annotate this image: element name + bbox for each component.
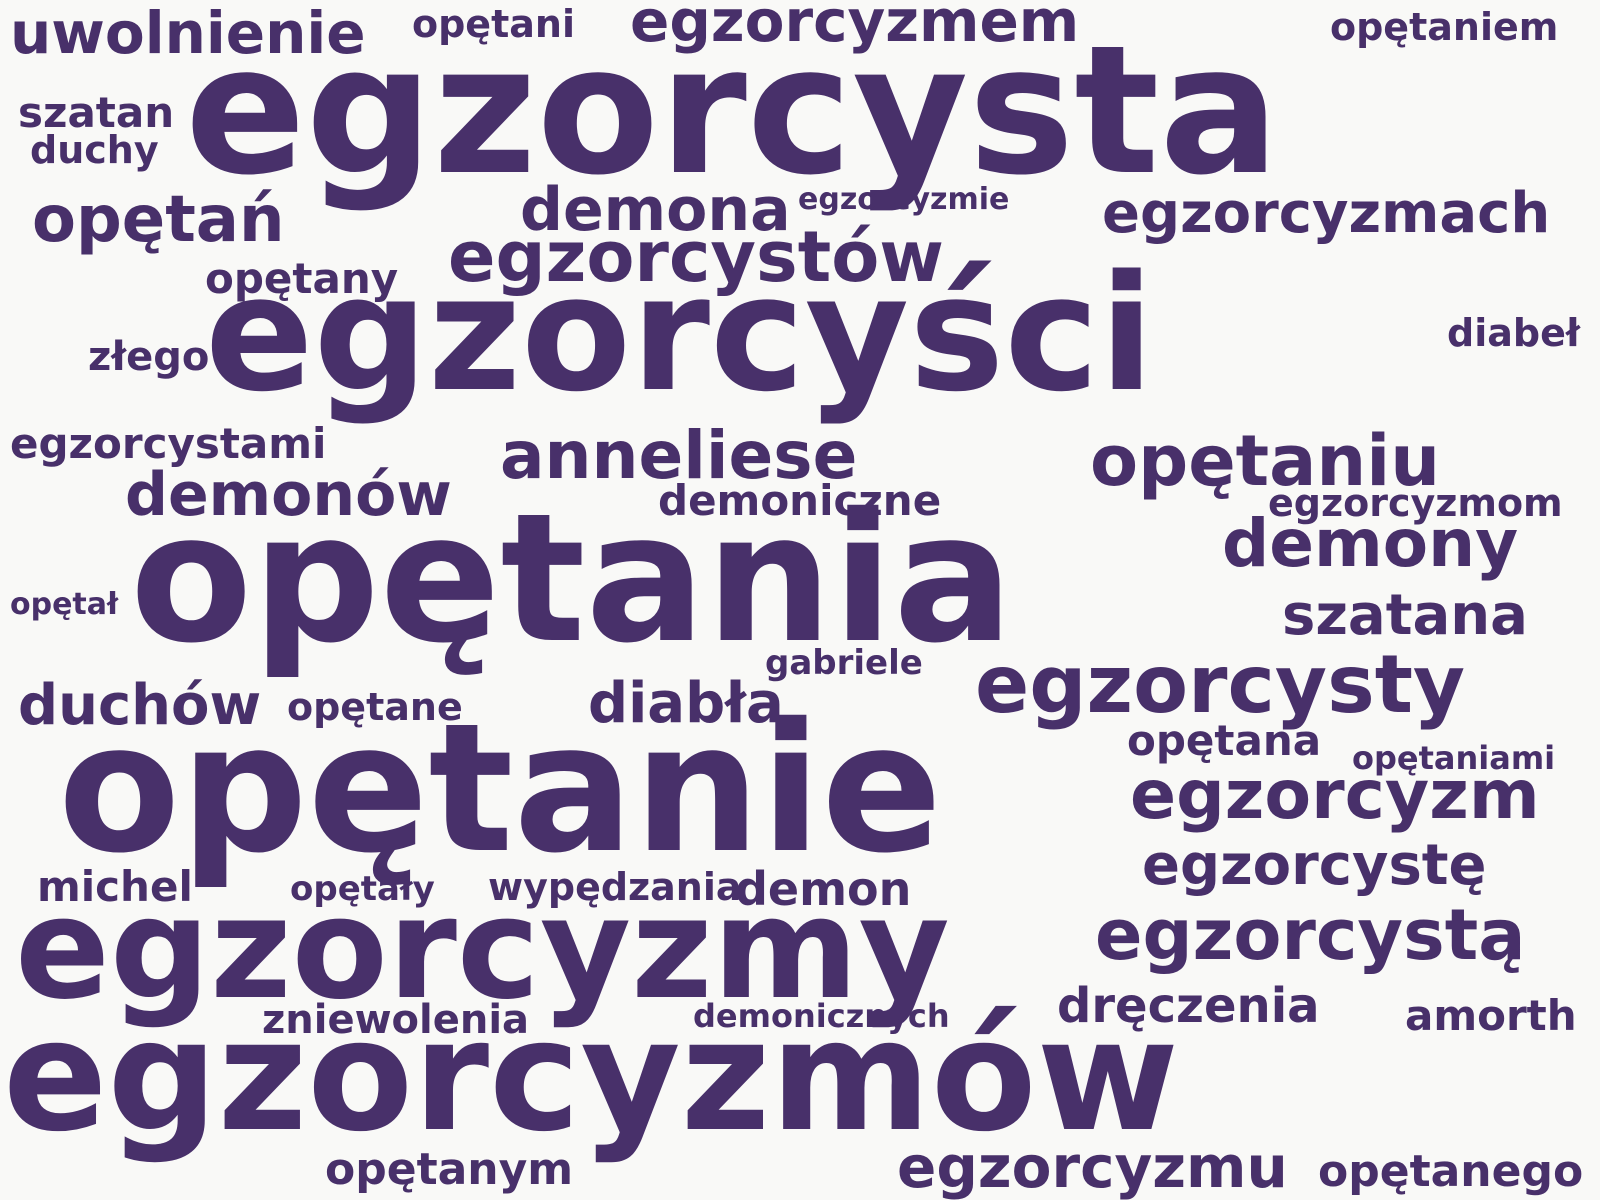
word-opetaniu: opętaniu xyxy=(1090,420,1441,502)
word-demoniczne: demoniczne xyxy=(658,476,942,525)
word-demony: demony xyxy=(1222,505,1519,582)
word-opetanego: opętanego xyxy=(1318,1146,1584,1197)
word-diabel: diabeł xyxy=(1447,311,1580,355)
word-amorth: amorth xyxy=(1405,991,1577,1040)
word-opetan: opętań xyxy=(32,183,285,257)
word-wypedzania: wypędzania xyxy=(488,865,742,909)
word-uwolnienie: uwolnienie xyxy=(10,0,366,67)
word-egzorcyzmach: egzorcyzmach xyxy=(1102,181,1551,246)
word-zlego: złego xyxy=(88,334,210,380)
word-egzorcysty: egzorcysty xyxy=(975,638,1466,731)
word-egzorcystami: egzorcystami xyxy=(10,419,327,468)
word-egzorcyzmy: egzorcyzmy xyxy=(15,868,950,1031)
word-demon: demon xyxy=(735,862,912,916)
word-egzorcyzmow: egzorcyzmów xyxy=(3,987,1179,1166)
word-egzorcysci: egzorcyści xyxy=(205,240,1155,427)
word-opetany: opętany xyxy=(205,254,399,303)
word-szatana: szatana xyxy=(1282,583,1528,648)
word-duchow: duchów xyxy=(18,673,262,738)
word-michel: michel xyxy=(37,862,193,911)
word-opetal: opętał xyxy=(10,587,119,622)
word-opetania: opętania xyxy=(130,475,1014,682)
word-zniewolenia: zniewolenia xyxy=(262,997,530,1043)
word-egzorcysta-instrumental: egzorcystą xyxy=(1095,894,1526,976)
word-demonicznych: demonicznych xyxy=(693,997,950,1035)
word-opetaniami: opętaniami xyxy=(1352,739,1556,777)
word-opetaly: opętały xyxy=(290,869,435,909)
word-dreczenia: dręczenia xyxy=(1057,978,1320,1034)
word-egzorcyzmom: egzorcyzmom xyxy=(1268,481,1563,525)
word-opetani: opętani xyxy=(412,2,575,46)
word-opetanym: opętanym xyxy=(325,1144,574,1195)
word-egzorcystow: egzorcystów xyxy=(448,216,944,298)
word-opetana: opętana xyxy=(1127,716,1322,765)
word-egzorcyzmem: egzorcyzmem xyxy=(630,0,1080,55)
word-egzorcyzm: egzorcyzm xyxy=(1130,756,1540,835)
word-opetane: opętane xyxy=(287,685,463,729)
word-egzorcyzmu: egzorcyzmu xyxy=(897,1133,1288,1200)
word-szatan: szatan xyxy=(18,88,175,137)
word-gabriele: gabriele xyxy=(765,643,923,683)
word-egzorcyzmie: egzorcyzmie xyxy=(798,182,1010,217)
word-opetanie: opętanie xyxy=(58,685,943,892)
word-egzorcyste: egzorcystę xyxy=(1142,833,1487,898)
word-diabla: diabła xyxy=(588,671,784,736)
word-duchy: duchy xyxy=(30,128,159,172)
word-opetaniem: opętaniem xyxy=(1330,5,1559,49)
word-anneliese: anneliese xyxy=(500,417,858,494)
word-egzorcysta: egzorcysta xyxy=(185,7,1280,214)
word-demona: demona xyxy=(520,175,791,245)
word-demonow: demonów xyxy=(125,460,452,530)
